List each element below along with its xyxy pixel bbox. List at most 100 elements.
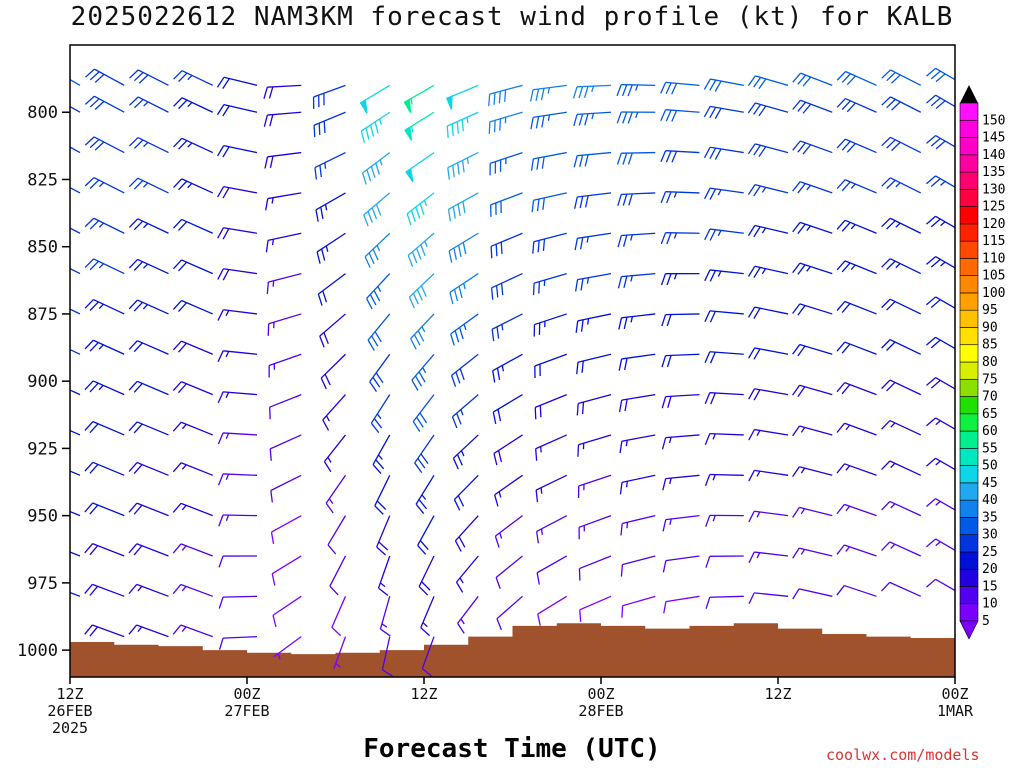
wind-barb — [705, 555, 744, 568]
wind-barb — [881, 460, 922, 476]
wind-barb — [267, 313, 302, 336]
wind-barb — [748, 388, 789, 401]
wind-barb — [572, 84, 612, 99]
wind-barb — [495, 555, 523, 589]
wind-barb — [663, 595, 700, 614]
wind-barb — [217, 350, 258, 362]
wind-barb — [881, 177, 922, 194]
wind-barb — [173, 97, 214, 113]
colorbar-swatch — [959, 275, 979, 294]
wind-barb — [421, 636, 435, 677]
wind-barb — [70, 510, 81, 517]
colorbar-swatch — [959, 292, 979, 311]
colorbar-label: 5 — [982, 614, 990, 629]
wind-barb — [263, 84, 302, 99]
wind-barb — [128, 137, 169, 154]
wind-barb — [748, 592, 789, 605]
wind-barb — [128, 258, 169, 275]
x-tick-label: 1MAR — [937, 702, 974, 720]
colorbar-label: 140 — [982, 148, 1005, 163]
wind-barb — [316, 232, 346, 264]
wind-barb — [84, 298, 125, 315]
wind-barb — [84, 543, 125, 557]
wind-barb — [534, 394, 567, 420]
wind-barb — [455, 555, 479, 593]
plot-frame — [69, 44, 956, 678]
wind-barb — [172, 624, 213, 638]
wind-barb — [660, 232, 700, 245]
wind-barb — [792, 547, 833, 559]
colorbar-label: 65 — [982, 407, 998, 422]
wind-barb — [926, 67, 955, 83]
wind-barb — [84, 421, 125, 436]
credit-link[interactable]: coolwx.com/models — [826, 746, 980, 764]
wind-barb — [926, 498, 955, 511]
wind-barb — [704, 351, 744, 364]
wind-barb — [265, 232, 302, 253]
colorbar-label: 20 — [982, 562, 998, 577]
wind-barb — [792, 384, 833, 397]
wind-barb — [618, 353, 656, 371]
wind-barb — [747, 306, 789, 319]
colorbar-swatch — [959, 154, 979, 173]
colorbar-swatch — [959, 430, 979, 449]
y-tick-label: 825 — [27, 170, 58, 190]
wind-barb — [836, 422, 877, 436]
colorbar-swatch — [959, 119, 979, 138]
colorbar-label: 85 — [982, 338, 998, 353]
colorbar-label: 110 — [982, 251, 1005, 266]
wind-barb — [618, 393, 656, 413]
wind-barb — [172, 259, 214, 275]
wind-barb — [217, 391, 258, 404]
wind-barb — [532, 272, 567, 296]
x-tick-label: 00Z — [233, 685, 260, 703]
wind-barb — [405, 152, 435, 183]
wind-barb — [84, 136, 125, 154]
wind-barb — [172, 381, 213, 396]
wind-barb — [578, 515, 612, 540]
wind-barb — [359, 84, 391, 114]
wind-barb — [70, 591, 81, 597]
wind-barb — [705, 595, 744, 609]
wind-barb — [836, 544, 877, 557]
wind-barb — [836, 463, 877, 476]
x-tick-label: 00Z — [941, 685, 968, 703]
wind-barb — [494, 474, 523, 507]
wind-barb — [315, 192, 346, 222]
wind-barb — [881, 419, 922, 436]
wind-barb — [792, 303, 833, 316]
wind-barb — [792, 425, 833, 437]
colorbar-label: 105 — [982, 269, 1005, 284]
x-tick-label: 00Z — [587, 685, 614, 703]
wind-barb — [660, 81, 700, 95]
wind-barb — [70, 389, 81, 396]
wind-barb — [364, 232, 391, 268]
wind-barb — [172, 583, 213, 597]
wind-barb — [533, 313, 567, 337]
wind-barb — [312, 84, 346, 109]
wind-barb — [381, 636, 393, 677]
colorbar-swatch — [959, 361, 979, 380]
wind-barb — [926, 538, 955, 551]
colorbar-swatch — [959, 499, 979, 518]
wind-barb — [881, 500, 922, 517]
colorbar-label: 130 — [982, 182, 1005, 197]
wind-barb — [881, 136, 922, 154]
colorbar-label: 150 — [982, 113, 1005, 128]
colorbar-swatch — [959, 344, 979, 363]
colorbar-label: 25 — [982, 545, 998, 560]
colorbar-swatch — [959, 396, 979, 415]
wind-barb — [617, 192, 656, 207]
wind-barb — [314, 151, 346, 180]
wind-barb — [661, 353, 700, 368]
wind-barb — [704, 228, 744, 241]
colorbar-label: 80 — [982, 355, 998, 370]
wind-barb — [881, 379, 922, 396]
colorbar-swatch — [959, 465, 979, 484]
colorbar-swatch — [959, 378, 979, 397]
wind-barb — [319, 313, 346, 348]
x-axis-title: Forecast Time (UTC) — [363, 734, 661, 764]
wind-barb — [616, 83, 656, 97]
wind-barb — [661, 434, 700, 450]
wind-barb — [218, 514, 258, 527]
